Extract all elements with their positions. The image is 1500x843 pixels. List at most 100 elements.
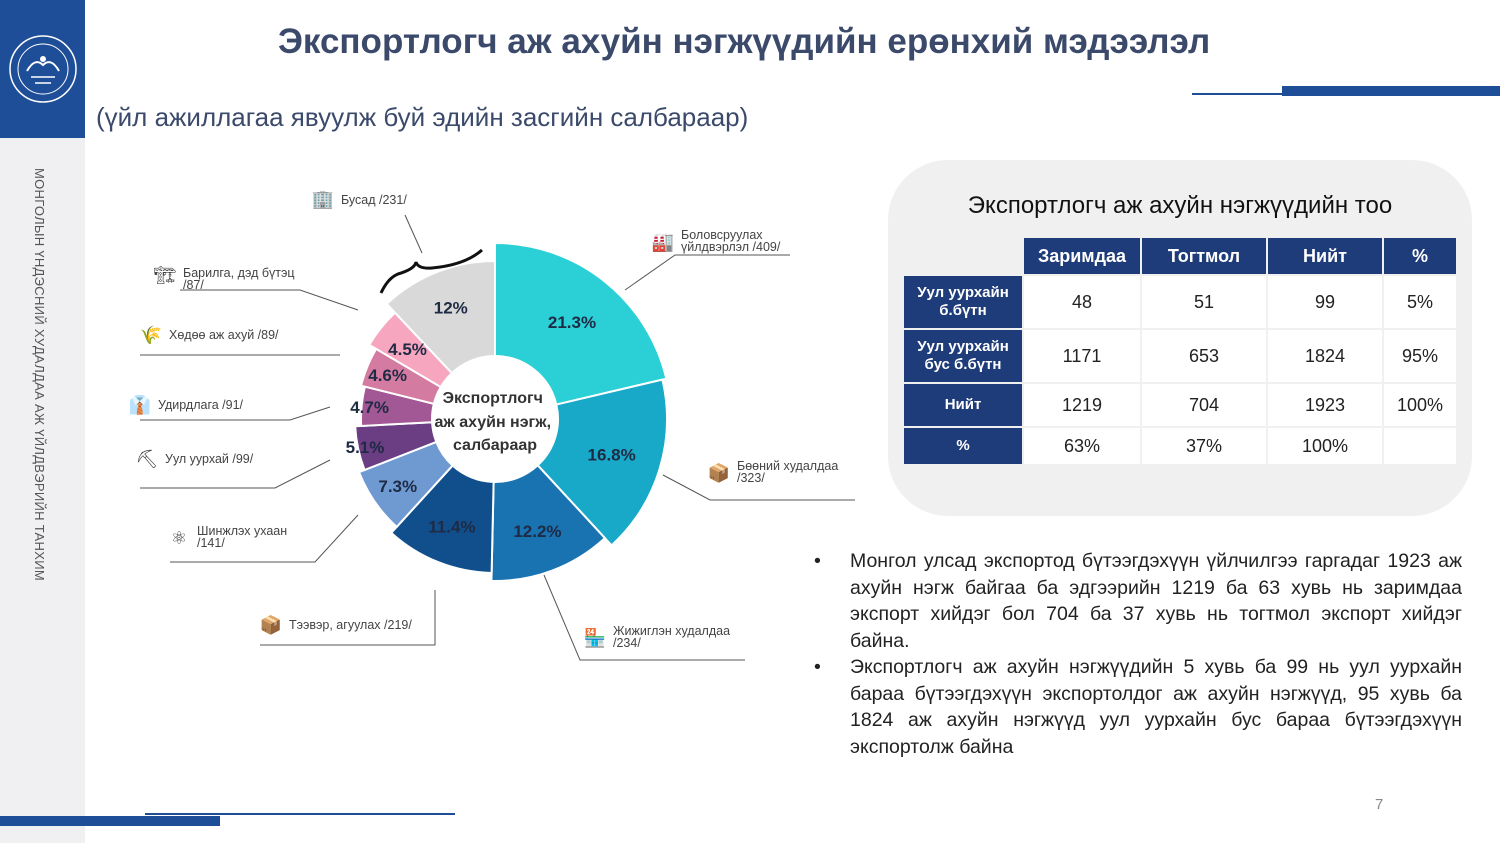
leader-line-mining (140, 459, 331, 489)
exporters-count-card: Экспортлогч аж ахуйн нэгжүүдийн тоо Зари… (888, 160, 1472, 516)
manager-icon: 👔 (128, 395, 152, 415)
callout-manufacturing-line2: үйлдвэрлэл /409/ (681, 240, 781, 254)
callout-science: ⚛ Шинжлэх ухаан/141/ (166, 525, 287, 551)
callout-other-line1: Бусад /231/ (341, 193, 407, 207)
column-header-regular: Тогтмол (1142, 238, 1266, 274)
pie-slice-label: 11.4% (428, 518, 475, 537)
callout-science-line2: /141/ (197, 536, 225, 550)
buildings-icon: 🏢 (311, 189, 335, 209)
callout-manufacturing-line1: Боловсруулах (681, 228, 763, 242)
left-sidebar (0, 0, 85, 843)
table-cell: 704 (1142, 384, 1266, 426)
callout-agriculture-line1: Хөдөө аж ахуй /89/ (169, 328, 279, 342)
callout-retail: 🏪 Жижиглэн худалдаа/234/ (582, 625, 730, 651)
callout-mining: ⛏ Уул уурхай /99/ (134, 446, 254, 472)
row-header-percent: % (904, 428, 1022, 464)
column-header-sometimes: Заримдаа (1024, 238, 1140, 274)
pie-slice-label: 4.5% (388, 340, 427, 359)
pie-slice-label: 21.3% (548, 313, 596, 332)
table-cell: 1923 (1268, 384, 1382, 426)
row-header-mining: Уул уурхайн б.бүтн (904, 276, 1022, 328)
pie-slice-label: 12% (434, 298, 468, 317)
callout-science-line1: Шинжлэх ухаан (197, 524, 288, 538)
box-icon: 📦 (707, 463, 731, 483)
summary-bullets: Монгол улсад экспортод бүтээгдэхүүн үйлч… (814, 548, 1462, 760)
table-title: Экспортлогч аж ахуйн нэгжүүдийн тоо (967, 192, 1393, 219)
callout-construction-line1: Барилга, дэд бүтэц (183, 266, 295, 280)
chart-data-labels: 21.3% 16.8% 12.2% 11.4% 7.3% 5.1% 4.7% 4.6% 4.5%… (346, 298, 636, 541)
chart-center-label: Экспортлогч аж ахуйн нэгж, салбараар (435, 390, 556, 454)
table-cell: 99 (1268, 276, 1382, 328)
pie-slice-label: 5.1% (346, 438, 385, 457)
callout-transport: 📦 Тээвэр, агуулах /219/ (258, 612, 412, 638)
table-cell: 48 (1024, 276, 1140, 328)
table-row-percent: % 63% 37% 100% (904, 428, 1456, 464)
table-cell: 100% (1384, 384, 1456, 426)
leader-line-manufacturing (624, 254, 790, 291)
callout-management: 👔 Удирдлага /91/ (127, 392, 243, 418)
leader-line-other (404, 214, 423, 254)
callout-agriculture: 🌾 Хөдөө аж ахуй /89/ (138, 322, 279, 348)
other-bracket (379, 248, 483, 294)
table-cell: 653 (1142, 330, 1266, 382)
center-label-line-1: Экспортлогч (443, 390, 543, 407)
leader-line-retail (543, 574, 745, 661)
callout-retail-line2: /234/ (613, 636, 641, 650)
callout-manufacturing: 🏭 Боловсруулах үйлдвэрлэл /409/ (650, 228, 781, 255)
pie-slice-label: 7.3% (378, 477, 417, 496)
crane-icon: 🏗 (153, 265, 177, 285)
table-cell: 37% (1142, 428, 1266, 464)
page-subtitle: (үйл ажиллагаа явуулж буй эдийн засгийн … (96, 102, 749, 132)
pie-slice (389, 464, 495, 574)
table-row-non-mining: Уул уурхайн бус б.бүтн 1171 653 1824 95% (904, 330, 1456, 382)
leader-line-wholesale (662, 474, 855, 501)
callout-management-line1: Удирдлага /91/ (158, 398, 244, 412)
chart-slices (354, 241, 668, 582)
emblem-icon (8, 35, 77, 103)
page-number: 7 (1375, 796, 1384, 813)
callout-wholesale-line2: /323/ (737, 471, 765, 485)
center-label-line-2: аж ахуйн нэгж, (435, 414, 551, 431)
table-cell: 51 (1142, 276, 1266, 328)
callout-construction: 🏗 Барилга, дэд бүтэц/87/ (152, 262, 295, 291)
sidebar-vertical-text: МОНГОЛЫН ҮНДЭСНИЙ ХУДАЛДАА АЖ ҮЙЛДВЭРИЙН… (32, 168, 47, 581)
sector-donut-chart: Экспортлогч аж ахуйн нэгж, салбараар 21.… (140, 214, 855, 661)
title-underline-accent (1282, 86, 1500, 96)
callout-wholesale: 📦 Бөөний худалдаа/323/ (706, 459, 839, 486)
miner-icon: ⛏ (135, 449, 159, 469)
organization-logo (0, 0, 85, 138)
pie-slice-label: 12.2% (513, 522, 561, 541)
pie-slice-label: 4.6% (368, 366, 407, 385)
leader-line-transport (260, 590, 436, 646)
center-label-line-3: салбараар (453, 437, 537, 454)
table-corner (904, 238, 1022, 274)
table-cell (1384, 428, 1456, 464)
cargo-icon: 📦 (259, 615, 283, 635)
leader-line-science (170, 514, 359, 563)
callout-wholesale-line1: Бөөний худалдаа (737, 459, 839, 473)
table-header-row: Заримдаа Тогтмол Нийт % (904, 238, 1456, 274)
pie-slice-label: 16.8% (588, 446, 636, 465)
bullet-item-export-frequency: Монгол улсад экспортод бүтээгдэхүүн үйлч… (814, 548, 1462, 654)
table-cell: 100% (1268, 428, 1382, 464)
row-header-non-mining: Уул уурхайн бус б.бүтн (904, 330, 1022, 382)
table-cell: 95% (1384, 330, 1456, 382)
callout-transport-line1: Тээвэр, агуулах /219/ (289, 618, 412, 632)
footer-line (145, 813, 455, 815)
donut-hole (432, 356, 558, 482)
row-header-total: Нийт (904, 384, 1022, 426)
callout-mining-line1: Уул уурхай /99/ (165, 452, 254, 466)
bullet-item-mining-share: Экспортлогч аж ахуйн нэгжүүдийн 5 хувь б… (814, 654, 1462, 760)
atom-icon: ⚛ (170, 528, 188, 548)
chart-leader-lines (140, 214, 855, 661)
leader-line-management (140, 406, 331, 421)
table-row-mining: Уул уурхайн б.бүтн 48 51 99 5% (904, 276, 1456, 328)
table-cell: 63% (1024, 428, 1140, 464)
callout-construction-line2: /87/ (183, 278, 204, 292)
callout-other: 🏢 Бусад /231/ (310, 186, 407, 212)
table-cell: 5% (1384, 276, 1456, 328)
table-cell: 1219 (1024, 384, 1140, 426)
column-header-percent: % (1384, 238, 1456, 274)
column-header-total: Нийт (1268, 238, 1382, 274)
pie-slice-label: 4.7% (350, 398, 389, 417)
